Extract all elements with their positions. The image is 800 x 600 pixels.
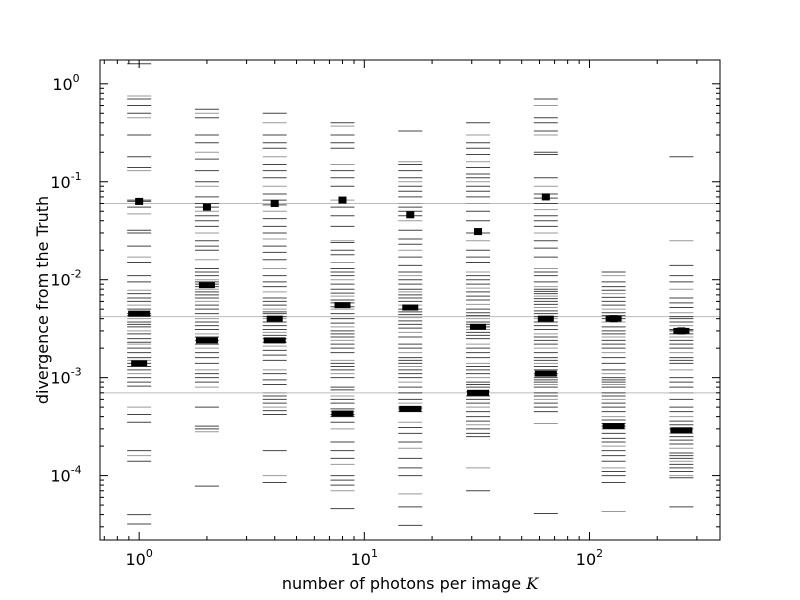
summary-marker-upper xyxy=(474,228,483,236)
x-tick-label: 102 xyxy=(576,547,603,569)
summary-marker-median xyxy=(331,410,354,417)
data-marks xyxy=(127,63,694,526)
summary-marker-upper xyxy=(406,211,415,219)
summary-marker-median xyxy=(263,337,286,344)
summary-marker-lower xyxy=(266,315,283,322)
y-tick-label: 10-2 xyxy=(50,268,81,290)
summary-marker-median xyxy=(467,389,490,396)
summary-marker-upper xyxy=(270,199,279,207)
y-tick-label: 100 xyxy=(52,72,79,94)
summary-marker-upper xyxy=(202,203,211,211)
y-axis-ticks: 100 10-1 10-2 10-3 10-4 xyxy=(50,72,720,528)
summary-marker-lower xyxy=(198,282,215,289)
x-tick-label: 100 xyxy=(125,547,152,569)
summary-marker-median xyxy=(128,310,151,317)
y-axis-label: divergence from the Truth xyxy=(33,196,52,404)
summary-marker-lower xyxy=(131,360,148,367)
summary-marker-lower xyxy=(402,304,419,311)
plot-frame xyxy=(99,59,721,541)
y-tick-label: 10-1 xyxy=(50,170,81,192)
summary-marker-median xyxy=(195,337,218,344)
summary-marker-upper xyxy=(609,315,618,323)
summary-marker-upper xyxy=(541,193,550,201)
summary-marker-upper xyxy=(677,327,686,335)
summary-marker-median xyxy=(602,423,625,430)
y-tick-label: 10-4 xyxy=(50,464,81,486)
summary-marker-upper xyxy=(135,197,144,205)
summary-marker-upper xyxy=(338,196,347,204)
summary-marker-lower xyxy=(334,302,351,309)
x-tick-label: 101 xyxy=(351,547,378,569)
y-tick-label: 10-3 xyxy=(50,366,81,388)
summary-marker-lower xyxy=(470,323,487,330)
summary-marker-lower xyxy=(537,315,554,322)
summary-marker-median xyxy=(534,370,557,377)
summary-marker-median xyxy=(670,427,693,434)
summary-marker-median xyxy=(399,405,422,412)
x-axis-label: number of photons per image K xyxy=(282,574,539,593)
x-axis-ticks: 100 101 102 xyxy=(103,60,698,569)
